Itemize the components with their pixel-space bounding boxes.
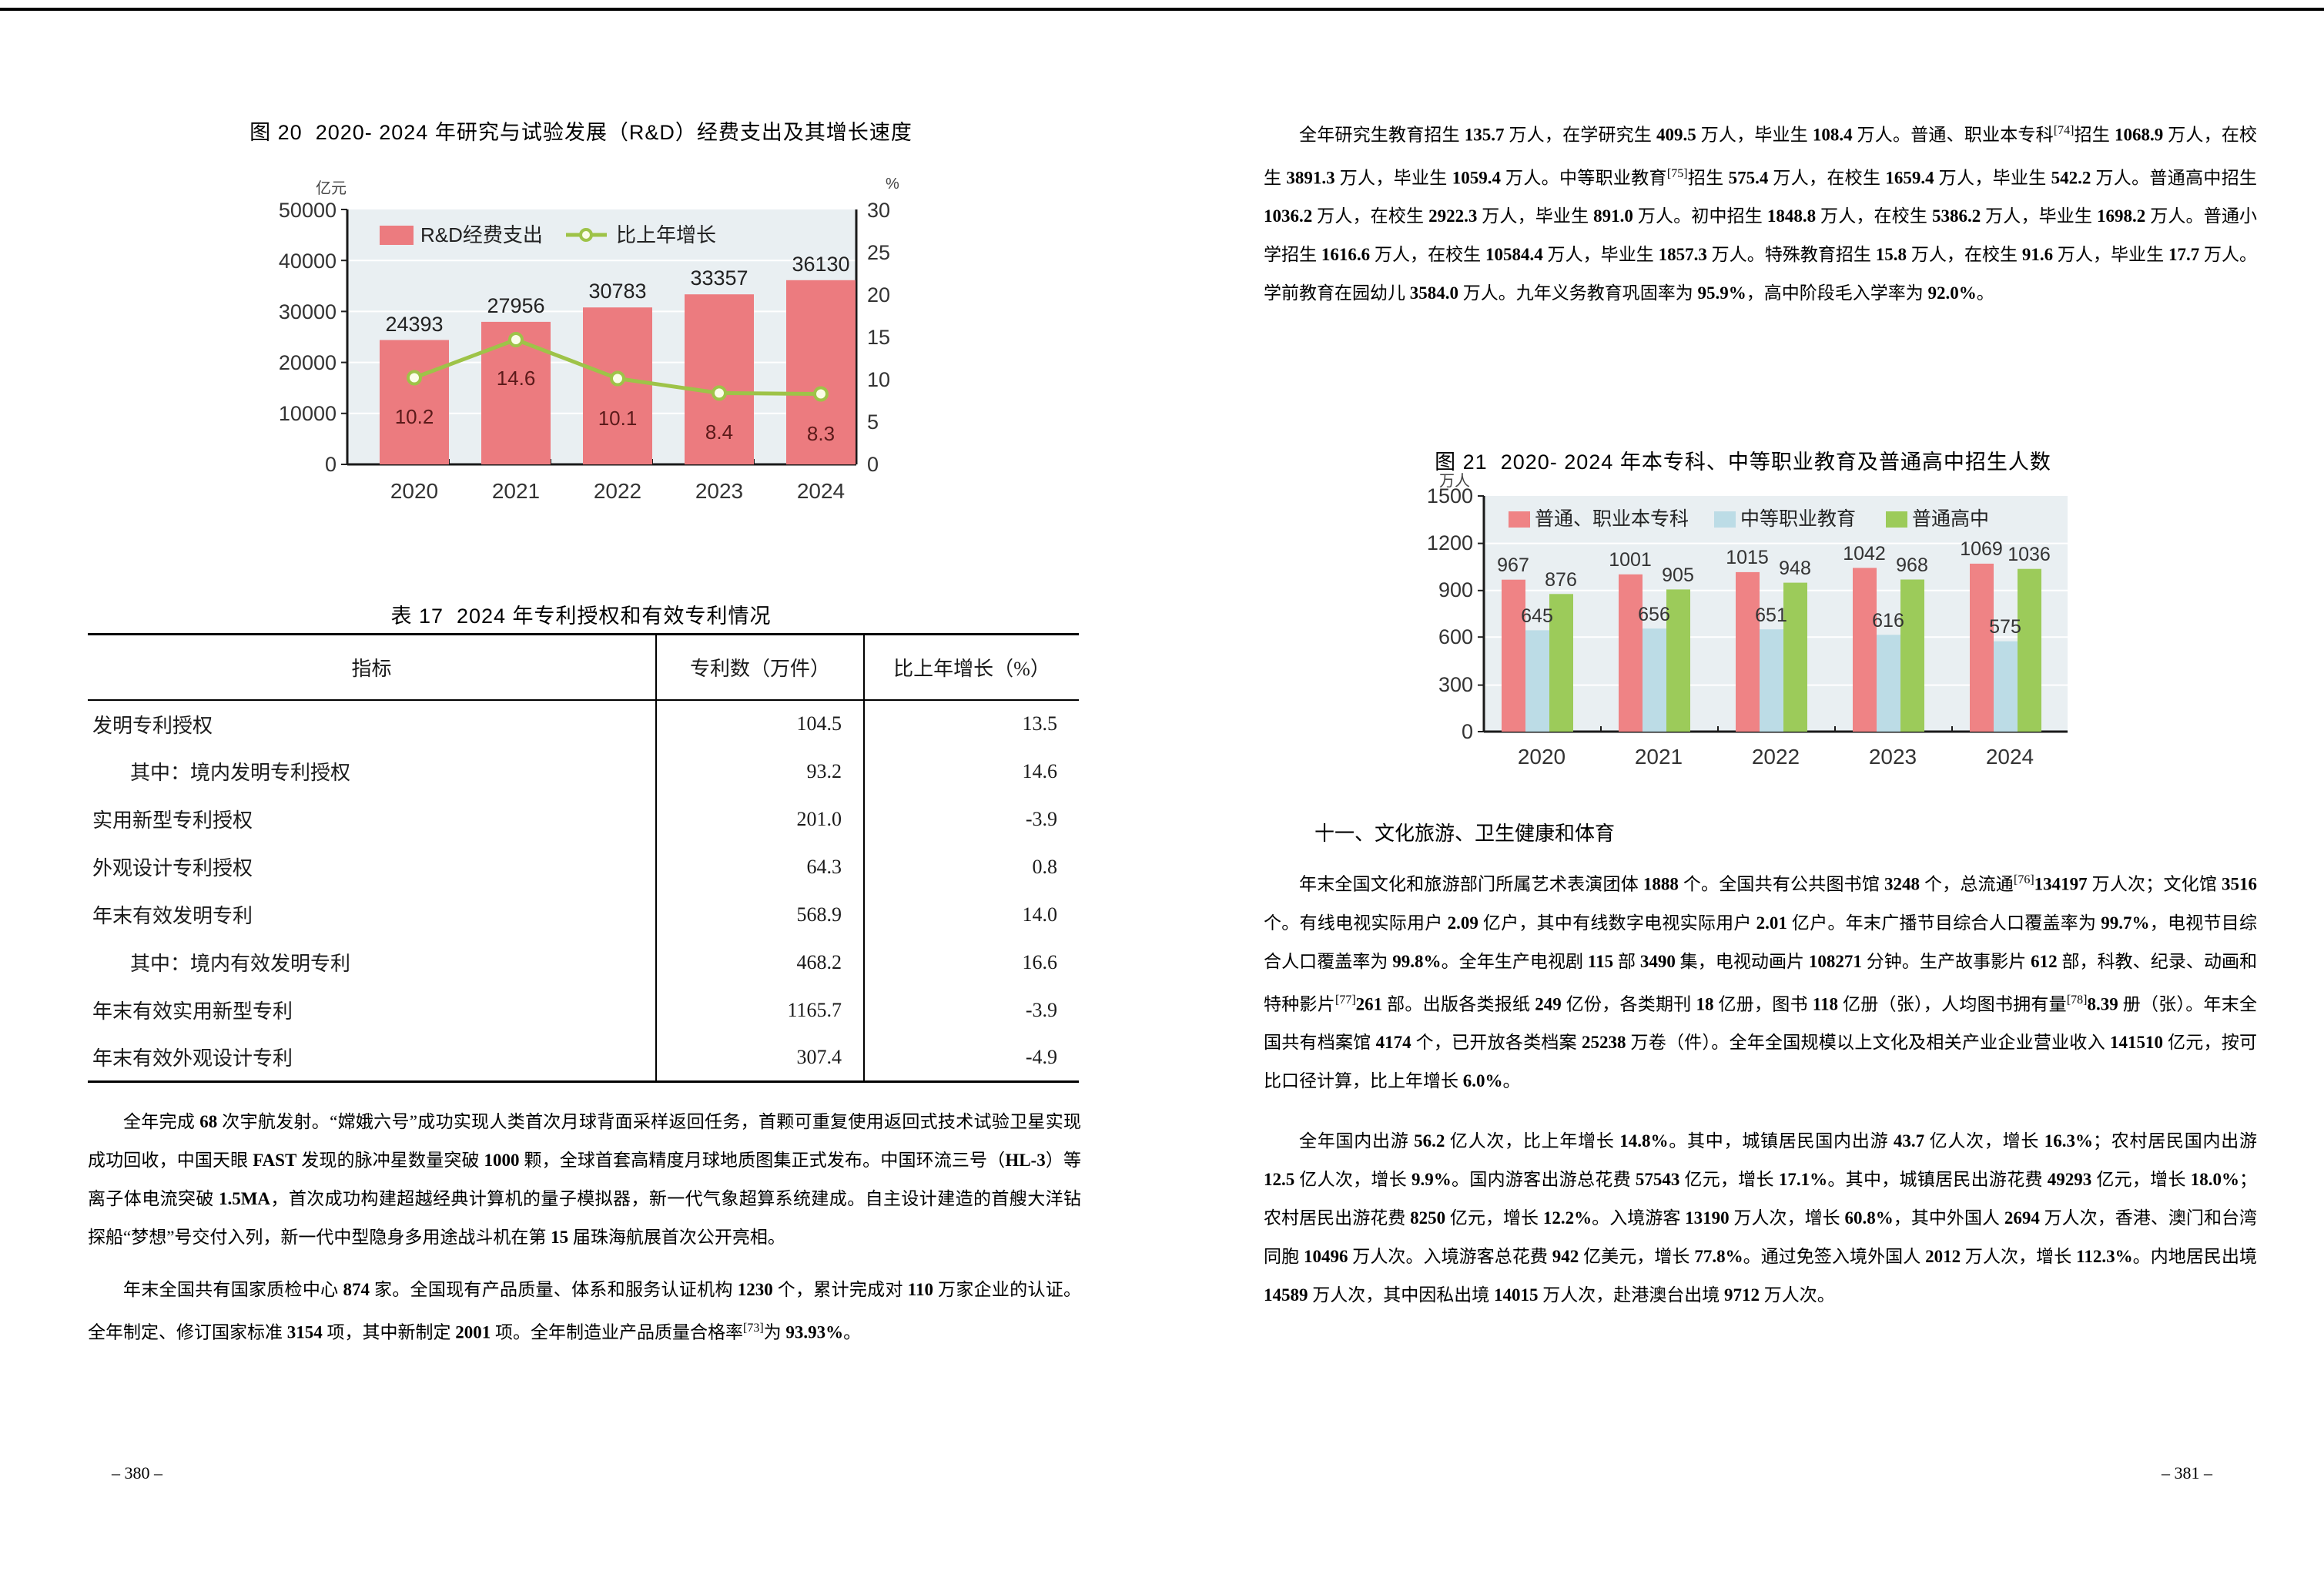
- svg-text:651: 651: [1755, 605, 1787, 626]
- svg-text:R&D经费支出: R&D经费支出: [420, 223, 543, 246]
- svg-text:968: 968: [1896, 554, 1928, 576]
- svg-text:2022: 2022: [1752, 745, 1800, 769]
- svg-text:普通高中: 普通高中: [1912, 508, 1989, 530]
- svg-text:1001: 1001: [1609, 549, 1652, 571]
- svg-text:1015: 1015: [1726, 547, 1769, 568]
- svg-text:2021: 2021: [1635, 745, 1683, 769]
- svg-text:25: 25: [867, 241, 890, 264]
- svg-text:2023: 2023: [1869, 745, 1917, 769]
- svg-text:20000: 20000: [279, 351, 337, 374]
- svg-text:0: 0: [325, 453, 337, 476]
- svg-text:8.3: 8.3: [807, 422, 835, 445]
- svg-text:905: 905: [1662, 565, 1694, 586]
- svg-text:1500: 1500: [1427, 484, 1473, 508]
- svg-text:24393: 24393: [385, 313, 443, 336]
- svg-text:600: 600: [1438, 625, 1473, 648]
- svg-text:20: 20: [867, 283, 890, 307]
- svg-text:967: 967: [1497, 554, 1529, 576]
- svg-text:948: 948: [1779, 558, 1811, 579]
- svg-text:2022: 2022: [594, 479, 641, 501]
- svg-text:656: 656: [1638, 604, 1670, 625]
- svg-text:10.1: 10.1: [598, 407, 638, 430]
- svg-text:2023: 2023: [695, 479, 743, 501]
- svg-text:8.4: 8.4: [705, 420, 733, 444]
- svg-text:33357: 33357: [690, 266, 748, 290]
- svg-text:2020: 2020: [390, 479, 438, 501]
- svg-text:2024: 2024: [797, 479, 845, 501]
- svg-text:50000: 50000: [279, 199, 337, 222]
- svg-text:30: 30: [867, 199, 890, 222]
- svg-text:10.2: 10.2: [395, 405, 434, 428]
- svg-text:30000: 30000: [279, 300, 337, 323]
- svg-text:616: 616: [1872, 610, 1904, 632]
- svg-text:876: 876: [1545, 569, 1577, 591]
- svg-text:普通、职业本专科: 普通、职业本专科: [1535, 508, 1689, 530]
- svg-text:2024: 2024: [1986, 745, 2034, 769]
- svg-text:36130: 36130: [792, 253, 849, 276]
- svg-text:中等职业教育: 中等职业教育: [1740, 508, 1856, 530]
- svg-text:300: 300: [1438, 673, 1473, 696]
- svg-text:27956: 27956: [487, 294, 544, 317]
- svg-text:比上年增长: 比上年增长: [616, 223, 716, 246]
- svg-text:1036: 1036: [2008, 544, 2051, 565]
- svg-text:40000: 40000: [279, 250, 337, 273]
- svg-text:575: 575: [1989, 616, 2021, 638]
- svg-text:900: 900: [1438, 578, 1473, 601]
- svg-text:5: 5: [867, 410, 879, 434]
- svg-text:2020: 2020: [1518, 745, 1566, 769]
- svg-text:645: 645: [1521, 605, 1553, 627]
- svg-text:15: 15: [867, 326, 890, 349]
- svg-text:1042: 1042: [1843, 543, 1886, 565]
- svg-text:1069: 1069: [1960, 538, 2003, 560]
- svg-text:14.6: 14.6: [497, 367, 536, 390]
- svg-text:30783: 30783: [588, 280, 646, 303]
- svg-text:0: 0: [1462, 720, 1473, 743]
- svg-text:10000: 10000: [279, 402, 337, 425]
- svg-text:2021: 2021: [492, 479, 540, 501]
- svg-text:1200: 1200: [1427, 531, 1473, 554]
- svg-text:0: 0: [867, 453, 879, 476]
- svg-text:10: 10: [867, 368, 890, 391]
